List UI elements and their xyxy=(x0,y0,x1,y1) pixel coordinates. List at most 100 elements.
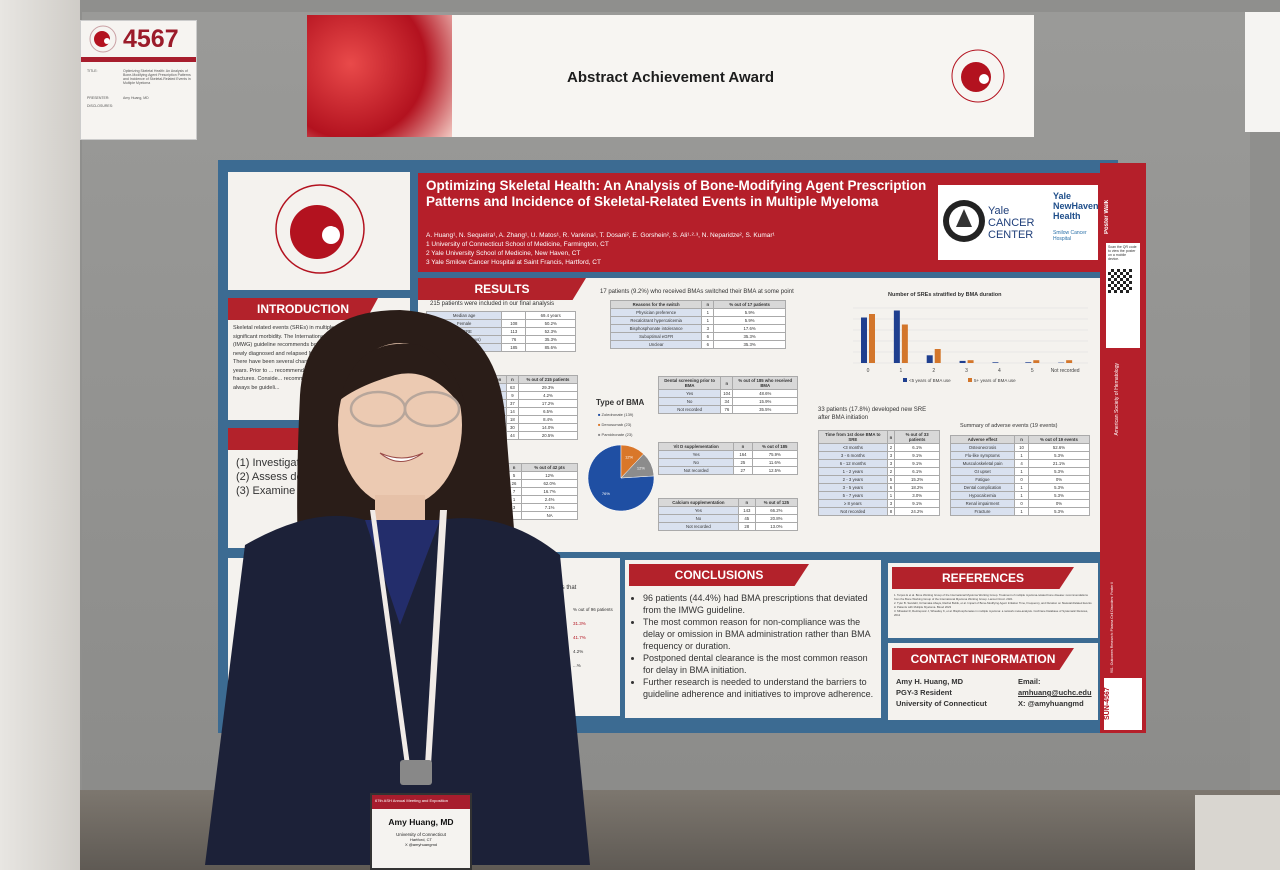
table-cell: 1 xyxy=(701,316,715,325)
table-cell: Not recorded xyxy=(818,507,888,516)
email-label: Email: xyxy=(1018,677,1041,686)
table-cell: Flu-like symptoms xyxy=(949,451,1016,460)
institution-logos: Yale CANCER CENTER Yale NewHaven Health … xyxy=(938,185,1099,260)
table-header-row: Vit D supplementation n% out of 185 xyxy=(657,442,799,451)
dental-table: Dental screening prior to BMA n% out of 1… xyxy=(657,376,798,414)
column-header: n xyxy=(737,498,756,507)
table-row: 5 - 7 years 1 3.0% xyxy=(818,491,940,500)
table-row: Osteonecrosis 10 52.6% xyxy=(949,443,1090,452)
table-cell: 3 - 5 years xyxy=(818,483,888,492)
sign-presenter: Amy Huang, MD xyxy=(123,96,149,100)
bar xyxy=(869,314,875,363)
table-cell: 5.3% xyxy=(1028,467,1090,476)
yale-cancer-center-logo: Yale CANCER CENTER xyxy=(988,205,1035,241)
qr-code[interactable] xyxy=(1108,269,1132,293)
table-cell: 6 xyxy=(701,340,715,349)
table-cell: 9.1% xyxy=(894,499,940,508)
ynhh-logo: Yale NewHaven Health xyxy=(1053,191,1099,221)
table-cell: 3 xyxy=(701,324,715,333)
table-cell: 0% xyxy=(1028,475,1090,484)
pillar xyxy=(0,0,80,870)
table-cell: 0% xyxy=(1028,499,1090,508)
switch-table: Reasons for the switch n% out of 17 patie… xyxy=(609,300,786,349)
table-cell: 12.5% xyxy=(751,466,799,475)
x-handle: X: @amyhuangmd xyxy=(1018,699,1084,708)
column-header: Time from 1st dose BMA to SRE xyxy=(818,430,888,444)
poster-title-bar: Optimizing Skeletal Health: An Analysis … xyxy=(418,173,1105,272)
table-cell: 85.6% xyxy=(525,343,576,352)
table-cell: 18.2% xyxy=(894,483,940,492)
conclusion-item: Further research is needed to understand… xyxy=(643,676,877,700)
ash-logo-icon xyxy=(951,49,1005,103)
legend-label: 5+ years of BMA use xyxy=(974,378,1016,383)
conclusion-item: Postponed dental clearance is the most c… xyxy=(643,652,877,676)
qr-panel: Scan the QR code to view the poster on a… xyxy=(1106,243,1140,348)
table-row: 6 - 12 months 3 9.1% xyxy=(818,459,940,468)
contact-person: Amy H. Huang, MD PGY-3 Resident Universi… xyxy=(896,676,1012,709)
column-header: Reasons for the switch xyxy=(609,300,703,309)
affiliation: 3 Yale Smilow Cancer Hospital at Saint F… xyxy=(426,259,601,266)
table-cell: Dental complication xyxy=(949,483,1016,492)
table-cell: 164 xyxy=(733,450,753,459)
table-cell: 2 - 3 years xyxy=(818,475,888,484)
table-cell: Renal impairment xyxy=(949,499,1016,508)
table-cell: 1 xyxy=(1014,467,1029,476)
x-tick-label: 0 xyxy=(867,368,870,374)
sign-label: TITLE: xyxy=(87,69,98,73)
legend-label: <5 years of BMA use xyxy=(909,378,951,383)
pie-slice xyxy=(620,453,655,479)
table-cell: 6.1% xyxy=(894,467,940,476)
table-cell: Osteonecrosis xyxy=(949,443,1016,452)
section-heading: INTRODUCTION xyxy=(228,298,378,320)
name-badge: 67th ASH Annual Meeting and Exposition A… xyxy=(370,793,472,870)
table-cell: 20.8% xyxy=(754,514,799,523)
uconn-health-seal-icon xyxy=(943,200,985,242)
table-row: 1 - 2 years 2 6.1% xyxy=(818,467,940,476)
poster-id: SUN-4567 xyxy=(1104,678,1142,730)
x-tick-label: 2 xyxy=(932,368,935,374)
table-header-row: Time from 1st dose BMA to SRE n% out of 3… xyxy=(818,430,940,444)
table-row: No 25 11.6% xyxy=(657,458,799,467)
bar xyxy=(1025,362,1032,363)
sre-bar-chart: 0 1 2 3 4 5 Not recorded <5 years of BMA use 5+ … xyxy=(853,307,1088,383)
pillar xyxy=(1195,795,1280,870)
pie-legend: ■ Zoledronate (139) ■ Denosumab (23) ■ Pam… xyxy=(598,410,633,440)
table-cell: 3.0% xyxy=(894,491,940,500)
bar xyxy=(992,362,999,363)
adjacent-poster-card xyxy=(1245,12,1280,132)
fragment-text: 4.2% xyxy=(573,649,584,654)
bar xyxy=(1033,360,1040,363)
table-cell: 1 xyxy=(701,308,715,317)
table-cell: 75.9% xyxy=(751,450,799,459)
column-header: % out of 185 who received BMA xyxy=(732,376,798,390)
table-cell: No xyxy=(657,397,722,406)
table-cell: 15.2% xyxy=(894,475,940,484)
table-header-row: Dental screening prior to BMA n% out of 1… xyxy=(657,376,798,390)
table-cell: 20.5% xyxy=(517,431,579,440)
column-header: n xyxy=(886,430,896,444)
table-cell: 8 xyxy=(886,507,896,516)
contact-org: University of Connecticut xyxy=(896,699,987,708)
table-cell: Yes xyxy=(657,389,722,398)
table-cell: Unclear xyxy=(609,340,703,349)
table-cell: 2 xyxy=(886,443,896,452)
fragment-column: % out of 96 patients 31.3% 41.7% 4.2% ..… xyxy=(573,603,613,673)
table-header-row: Calcium supplementation n% out of 125 xyxy=(658,498,799,507)
ae-text: Summary of adverse events (19 events) xyxy=(960,423,1058,429)
table-row: Not recorded 28 13.0% xyxy=(658,522,799,531)
table-cell: 0 xyxy=(1014,475,1029,484)
column-header: % out of 19 events xyxy=(1028,435,1090,444)
award-banner: Abstract Achievement Award xyxy=(307,15,1034,137)
author-list: A. Huang¹, N. Sequeira¹, A. Zhang¹, U. M… xyxy=(426,232,775,239)
reference-item: 2. Tyler B. Sandahl, Uzzamaka Abaya, Rac… xyxy=(894,601,1092,609)
column-header: % out of 125 xyxy=(754,498,799,507)
email-link[interactable]: amhuang@uchc.edu xyxy=(1018,688,1092,697)
affiliation: 2 Yale University School of Medicine, Ne… xyxy=(426,250,581,257)
pie-legend-item: ■ Zoledronate (139) xyxy=(598,412,634,417)
results-intro: 215 patients were included in our final … xyxy=(430,301,555,307)
table-row: Not recorded 27 12.5% xyxy=(657,466,799,475)
side-strip: Poster Walk Scan the QR code to view the… xyxy=(1100,163,1146,733)
table-cell: Hypocalcemia xyxy=(949,491,1016,500)
table-cell: 1 - 2 years xyxy=(818,467,888,476)
sign-label: DISCLOSURES: xyxy=(87,104,114,108)
